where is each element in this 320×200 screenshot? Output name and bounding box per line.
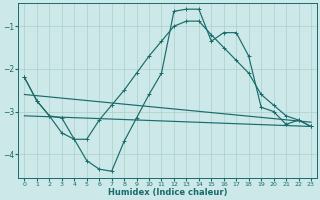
X-axis label: Humidex (Indice chaleur): Humidex (Indice chaleur) [108,188,228,197]
